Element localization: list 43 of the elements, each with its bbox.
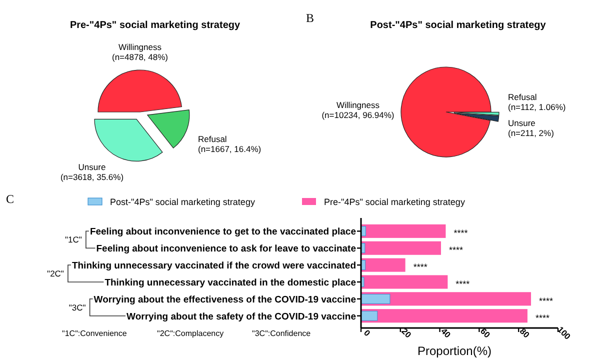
data-label: (n=211, 2%) bbox=[508, 128, 554, 138]
annotation: **** bbox=[535, 312, 550, 323]
legend-label: Post-"4Ps" social marketing strategy bbox=[110, 197, 256, 207]
data-label: (n=1667, 16.4%) bbox=[198, 144, 262, 154]
text: "2C":Complacency bbox=[157, 329, 224, 338]
y-tick-label: Thinking unnecessary vaccinated if the crowd were vaccinated bbox=[72, 260, 356, 272]
chart-title: Post-"4Ps" social marketing strategy bbox=[370, 20, 546, 31]
text: "1C":Convenience bbox=[62, 329, 128, 338]
y-tick-label: Thinking unnecessary vaccinated in the domestic place bbox=[104, 277, 356, 288]
text: "2C" bbox=[47, 268, 64, 278]
x-tick-label: 80 bbox=[518, 326, 532, 340]
text: "1C" bbox=[65, 234, 82, 245]
slice-label: Willingness bbox=[118, 42, 162, 52]
annotation: **** bbox=[456, 278, 470, 289]
x-tick-label: 60 bbox=[478, 326, 492, 340]
x-tick-label: 0 bbox=[362, 328, 373, 338]
slice-label: Unsure bbox=[508, 118, 536, 128]
x-tick-label: 20 bbox=[400, 326, 414, 340]
annotation: **** bbox=[454, 228, 468, 238]
data-label: (n=10234, 96.94%) bbox=[322, 110, 394, 120]
y-tick-label: Worrying about the effectiveness of the COVID-19 vaccine bbox=[94, 294, 356, 306]
text: C bbox=[6, 192, 14, 206]
x-tick-label: 100 bbox=[556, 324, 573, 342]
x-axis-title: Proportion(%) bbox=[417, 344, 492, 358]
data-label: (n=4878, 48%) bbox=[112, 52, 168, 62]
slice-label: Refusal bbox=[198, 134, 227, 144]
text: "3C":Confidence bbox=[252, 329, 312, 338]
y-tick-label: Worrying about the safety of the COVID-19 vaccine bbox=[126, 311, 356, 322]
chart-title: Pre-"4Ps" social marketing strategy bbox=[70, 20, 240, 31]
data-label: (n=112, 1.06%) bbox=[508, 102, 566, 112]
x-tick-label: 40 bbox=[439, 326, 453, 340]
annotation: **** bbox=[413, 262, 428, 272]
slice-label: Unsure bbox=[78, 162, 106, 172]
text: B bbox=[306, 11, 314, 25]
legend-label: Pre-"4Ps" social marketing strategy bbox=[324, 197, 466, 207]
y-tick-label: Feeling about inconvenience to get to the vaccinated place bbox=[90, 226, 356, 238]
y-tick-label: Feeling about inconvenience to ask for leave to vaccinate bbox=[96, 244, 356, 255]
data-label: (n=3618, 35.6%) bbox=[60, 172, 124, 182]
annotation: **** bbox=[448, 245, 464, 256]
slice-label: Refusal bbox=[508, 92, 537, 102]
text: "3C" bbox=[68, 302, 86, 312]
annotation: **** bbox=[539, 296, 554, 306]
slice-label: Willingness bbox=[336, 100, 380, 110]
